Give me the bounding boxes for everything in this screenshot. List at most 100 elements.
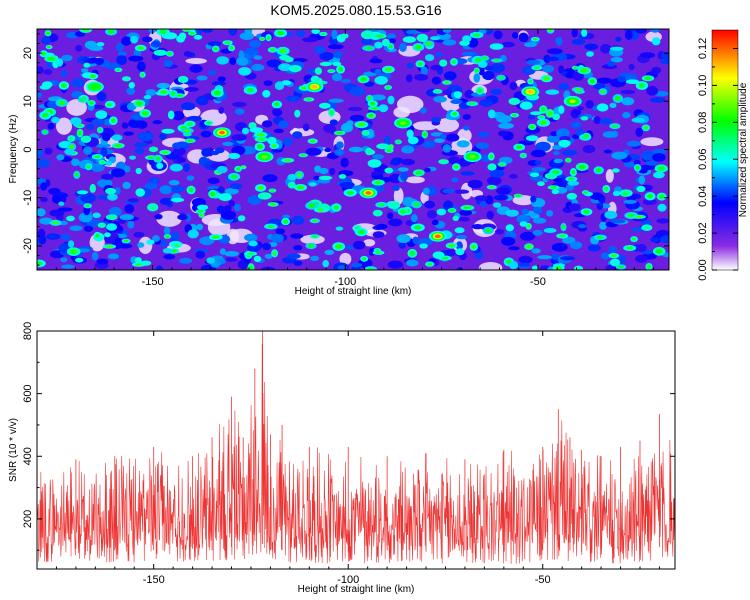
heatmap-cell (296, 172, 302, 178)
heatmap-cell (498, 122, 514, 129)
heatmap-cell (451, 59, 457, 64)
heatmap-cell (80, 135, 92, 143)
heatmap-cell (302, 37, 318, 43)
heatmap-cell (378, 203, 385, 207)
heatmap-cell (92, 212, 101, 219)
heatmap-cell (621, 97, 635, 106)
heatmap-cell (257, 133, 265, 137)
heatmap-cell (319, 51, 334, 61)
heatmap-cell (224, 41, 231, 45)
heatmap-cell (646, 85, 659, 96)
heatmap-cell (105, 214, 118, 221)
heatmap-cell (385, 86, 391, 89)
heatmap-cell (150, 40, 161, 48)
heatmap-cell (401, 145, 415, 154)
heatmap-cell (434, 138, 445, 144)
heatmap-cell (195, 250, 206, 259)
heatmap-cell (229, 57, 237, 65)
heatmap-cell (95, 143, 111, 148)
heatmap-cell (551, 189, 559, 195)
heatmap-cell (159, 197, 173, 206)
heatmap-cell (156, 162, 164, 169)
heatmap-cell (635, 215, 643, 218)
heatmap-cell (531, 167, 546, 172)
heatmap-cell (148, 29, 156, 34)
heatmap-peak (400, 121, 407, 125)
heatmap-cell (528, 79, 533, 84)
heatmap-cell (334, 148, 345, 156)
heatmap-cell (165, 235, 170, 238)
heatmap-cell (455, 248, 465, 256)
heatmap-cell (565, 184, 575, 191)
heatmap-cell (399, 42, 407, 52)
heatmap-cell (285, 31, 293, 37)
heatmap-cell (145, 89, 157, 96)
heatmap-cell (543, 76, 550, 81)
heatmap-cell (335, 244, 343, 249)
heatmap-cell (310, 255, 320, 261)
heatmap-cell (95, 110, 108, 119)
heatmap-cell (71, 78, 85, 88)
heatmap-cell (57, 207, 73, 212)
heatmap-cell (189, 32, 195, 35)
heatmap-cell (253, 55, 263, 60)
heatmap-cell (567, 180, 580, 186)
heatmap-cell (556, 128, 570, 139)
heatmap-low-patch (156, 210, 182, 227)
heatmap-cell (615, 96, 621, 101)
heatmap-cell (136, 101, 143, 106)
heatmap-cell (518, 255, 533, 264)
heatmap-cell (322, 259, 330, 268)
heatmap-cell (350, 262, 363, 268)
heatmap-cell (583, 209, 590, 214)
heatmap-cell (332, 61, 342, 67)
heatmap-cell (578, 164, 586, 170)
heatmap-cell (61, 83, 67, 88)
heatmap-cell (340, 78, 352, 84)
heatmap-cell (118, 51, 127, 56)
heatmap-cell (216, 56, 229, 65)
heatmap-cell (305, 147, 322, 156)
heatmap-cell (431, 117, 442, 123)
heatmap-cell (201, 29, 213, 33)
heatmap-cell (107, 29, 115, 34)
heatmap-cell (622, 111, 631, 119)
heatmap-cell (91, 118, 106, 126)
heatmap-cell (172, 110, 185, 121)
heatmap-cell (530, 195, 537, 203)
colorbar: 0.00 0.02 0.04 0.06 0.08 0.10 0.12 Normalized … (697, 29, 749, 281)
heatmap-cell (638, 169, 648, 174)
heatmap-cell (573, 265, 584, 270)
heatmap-cell (420, 107, 427, 114)
heatmap-low-patch (339, 252, 352, 266)
heatmap-cell (493, 30, 503, 40)
heatmap-cell (539, 116, 544, 119)
heatmap-cell (509, 173, 518, 179)
heatmap-cell (208, 70, 217, 76)
heatmap-cell (422, 140, 436, 149)
heatmap-cell (336, 141, 344, 149)
heatmap-cell (324, 147, 332, 153)
heatmap-cell (521, 154, 526, 157)
heatmap-cell (396, 234, 411, 244)
heatmap-cell (296, 30, 306, 38)
heatmap-cell (633, 159, 641, 166)
heatmap-cell (372, 154, 385, 160)
heatmap-cell (474, 57, 482, 63)
heatmap-y-tick-label: -20 (22, 238, 34, 254)
heatmap-cell (347, 106, 363, 112)
snr-x-axis-label: Height of straight line (km) (298, 584, 415, 595)
heatmap-cell (51, 194, 67, 205)
heatmap-cell (387, 33, 396, 39)
heatmap-cell (293, 245, 303, 251)
heatmap-cell (547, 111, 553, 116)
heatmap-cell (589, 79, 595, 84)
heatmap-cell (287, 181, 296, 189)
heatmap-cell (425, 54, 435, 62)
heatmap-cell (365, 147, 373, 156)
heatmap-cell (311, 29, 320, 35)
heatmap-cell (41, 36, 51, 45)
heatmap-cell (558, 83, 570, 90)
heatmap-cell (655, 248, 663, 254)
heatmap-cell (569, 241, 583, 250)
